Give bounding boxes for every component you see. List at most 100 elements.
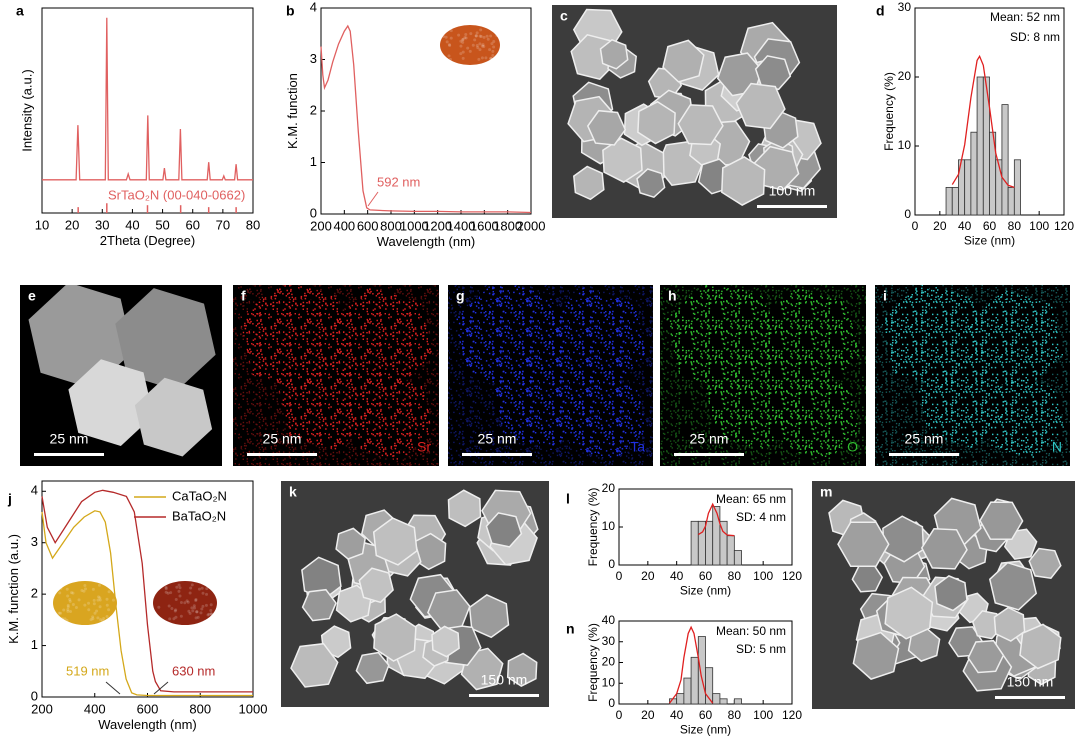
- powder-grain: [166, 591, 170, 595]
- powder-grain: [105, 603, 109, 607]
- powder-grain: [441, 57, 445, 61]
- powder-grain: [101, 619, 105, 623]
- particle: [852, 631, 900, 680]
- particle-signal: [278, 354, 373, 451]
- powder-grain: [475, 44, 479, 48]
- histogram-bar: [970, 131, 978, 216]
- powder-grain: [168, 617, 172, 621]
- y-tick-label: 1: [31, 637, 38, 652]
- powder-grain: [459, 52, 463, 56]
- histogram-bar: [1013, 159, 1021, 216]
- powder-grain: [209, 603, 213, 607]
- powder-grain: [194, 599, 198, 603]
- histogram-bar: [964, 159, 972, 216]
- powder-grain: [178, 594, 182, 598]
- y-tick-label: 0: [904, 207, 911, 221]
- x-tick-label: 1200: [423, 218, 452, 233]
- particle-signal: [705, 354, 800, 451]
- powder-grain: [65, 619, 69, 623]
- powder-grain: [195, 610, 199, 614]
- powder-grain: [480, 44, 484, 48]
- powder-grain: [457, 33, 461, 37]
- particle: [301, 588, 337, 622]
- particle: [115, 288, 216, 391]
- panel-letter: f: [241, 288, 246, 304]
- powder-grain: [66, 603, 70, 607]
- powder-grain: [464, 36, 468, 40]
- powder-grain: [59, 611, 63, 615]
- powder-grain: [189, 586, 193, 590]
- arrow: [153, 681, 169, 695]
- powder-grain: [447, 43, 451, 47]
- micrograph: [448, 285, 653, 466]
- powder-grain: [444, 35, 448, 39]
- powder-grain: [484, 56, 488, 60]
- scale-bar: [247, 453, 317, 456]
- powder-grain: [84, 587, 88, 591]
- y-tick-label: 10: [602, 519, 616, 533]
- annotation: 592 nm: [377, 174, 420, 189]
- x-tick-label: 80: [1008, 219, 1022, 233]
- powder-grain: [475, 31, 479, 35]
- powder-grain: [66, 594, 70, 598]
- data-line: [320, 24, 532, 214]
- powder-grain: [207, 612, 211, 616]
- histogram-bar: [1001, 104, 1009, 216]
- x-tick-label: 70: [216, 217, 230, 232]
- x-axis-title: Wavelength (nm): [98, 717, 197, 732]
- powder-grain: [209, 612, 213, 616]
- x-tick-label: 0: [912, 219, 919, 233]
- x-tick-label: 200: [310, 218, 332, 233]
- y-tick-label: 3: [31, 534, 38, 549]
- powder-grain: [195, 610, 199, 614]
- powder-grain: [203, 619, 207, 623]
- powder-grain: [154, 583, 158, 587]
- powder-grain: [83, 603, 87, 607]
- powder-grain: [164, 590, 168, 594]
- powder-grain: [199, 611, 203, 615]
- y-tick-label: 0: [310, 205, 317, 220]
- x-axis-title: 2Theta (Degree): [100, 233, 195, 248]
- powder-grain: [201, 604, 205, 608]
- x-tick-label: 40: [125, 217, 139, 232]
- micrograph: [660, 285, 866, 466]
- powder-grain: [111, 598, 115, 602]
- scale-bar-label: 25 nm: [905, 431, 944, 447]
- powder-grain: [172, 617, 176, 621]
- powder-grain: [461, 40, 465, 44]
- powder-grain: [196, 615, 200, 619]
- x-tick-label: 1000: [400, 218, 429, 233]
- y-tick-label: 4: [31, 483, 38, 498]
- x-tick-label: 40: [670, 708, 684, 722]
- scale-bar-label: 25 nm: [50, 431, 89, 447]
- x-tick-label: 2000: [517, 218, 546, 233]
- powder-grain: [490, 28, 494, 32]
- element-label: N: [1052, 439, 1062, 455]
- powder-grain: [157, 605, 161, 609]
- powder-grain: [66, 605, 70, 609]
- powder-grain: [82, 589, 86, 593]
- powder-grain: [205, 592, 209, 596]
- powder-grain: [461, 56, 465, 60]
- x-tick-label: 0: [616, 708, 623, 722]
- y-tick-label: 2: [310, 102, 317, 117]
- panel-letter: k: [289, 484, 297, 500]
- particle: [988, 561, 1038, 611]
- powder-grain: [174, 615, 178, 619]
- x-tick-label: 60: [699, 569, 713, 583]
- scale-bar: [674, 453, 744, 456]
- x-tick-label: 30: [95, 217, 109, 232]
- particle: [134, 377, 213, 457]
- powder-grain: [107, 608, 111, 612]
- x-tick-label: 800: [380, 218, 402, 233]
- powder-grain: [175, 585, 179, 589]
- arrow: [105, 681, 121, 695]
- powder-grain: [170, 606, 174, 610]
- scale-bar-label: 100 nm: [769, 183, 816, 199]
- powder-grain: [77, 598, 81, 602]
- histogram-bar: [733, 550, 742, 566]
- panel-letter: b: [286, 3, 295, 19]
- particle: [882, 515, 925, 563]
- panel-letter: g: [456, 288, 465, 304]
- powder-grain: [469, 32, 473, 36]
